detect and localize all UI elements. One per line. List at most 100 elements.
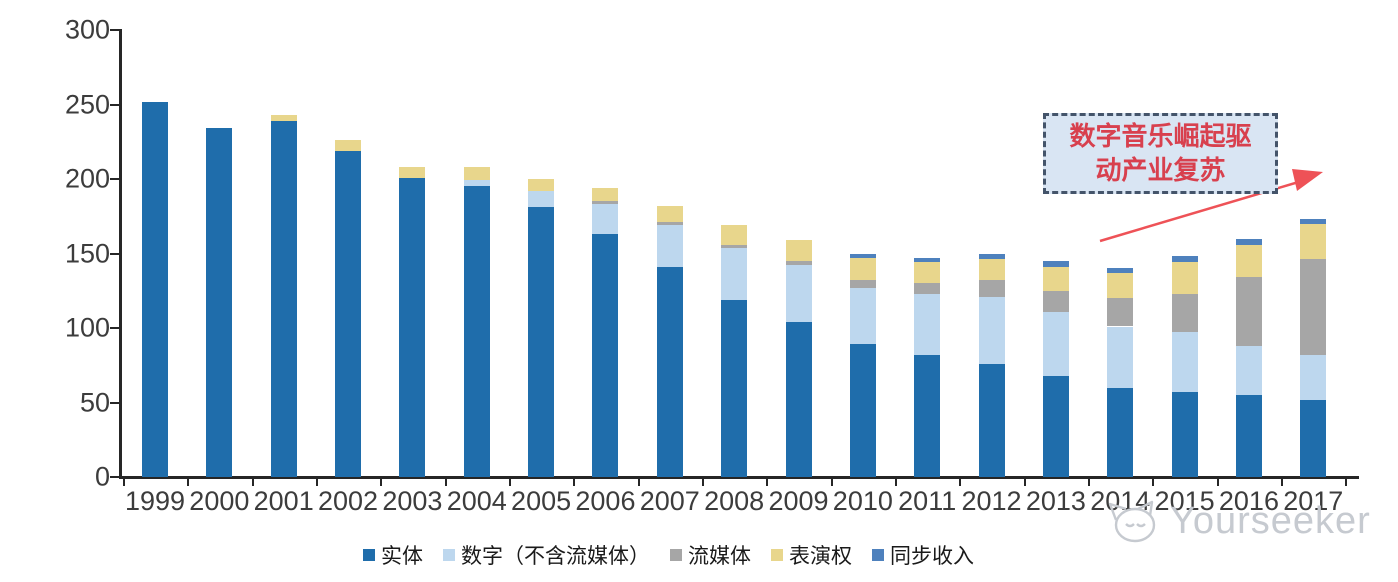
bar-segment-2005-physical xyxy=(528,207,555,477)
legend-item-digital-ex-streaming: 数字（不含流媒体） xyxy=(443,540,650,570)
x-axis-tick xyxy=(1281,479,1284,486)
x-axis-label-2014: 2014 xyxy=(1090,486,1151,516)
bar-segment-2008-physical xyxy=(721,299,748,477)
annotation-text-line1: 数字音乐崛起驱 xyxy=(1069,121,1252,151)
bar-segment-2006-streaming xyxy=(592,201,619,205)
annotation-text-line2: 动产业复苏 xyxy=(1095,155,1226,185)
x-axis-label-2011: 2011 xyxy=(898,486,957,516)
legend-label-streaming: 流媒体 xyxy=(688,544,751,568)
bar-segment-2000-physical xyxy=(206,128,233,477)
bar-segment-2012-streaming xyxy=(978,280,1005,297)
legend-label-physical: 实体 xyxy=(381,544,423,568)
bar-segment-2017-sync-revenue xyxy=(1300,219,1327,224)
bar-segment-2006-performance-rights xyxy=(592,187,619,202)
bar-segment-2013-streaming xyxy=(1042,290,1069,312)
x-axis-tick xyxy=(830,479,833,486)
bar-segment-2001-performance-rights xyxy=(270,114,297,121)
x-axis-tick xyxy=(315,479,318,486)
bar-segment-2016-physical xyxy=(1235,395,1262,477)
bar-segment-2011-physical xyxy=(914,354,941,477)
bar-segment-2005-digital-ex-streaming xyxy=(528,190,555,208)
legend-item-streaming: 流媒体 xyxy=(670,540,751,570)
bar-segment-2014-sync-revenue xyxy=(1107,268,1134,273)
bar-segment-2004-performance-rights xyxy=(463,167,490,181)
bar-segment-2007-performance-rights xyxy=(656,205,683,223)
y-axis-tick xyxy=(110,327,120,329)
bar-segment-2012-digital-ex-streaming xyxy=(978,296,1005,364)
bar-segment-2017-physical xyxy=(1300,399,1327,477)
bar-segment-2015-sync-revenue xyxy=(1171,256,1198,263)
legend-swatch-streaming xyxy=(670,549,682,561)
y-axis-line xyxy=(119,29,122,479)
y-axis-tick-label-150: 150 xyxy=(64,238,110,268)
y-axis-tick xyxy=(110,178,120,180)
bar-segment-2016-streaming xyxy=(1235,277,1262,346)
bar-segment-2004-physical xyxy=(463,186,490,477)
x-axis-line xyxy=(119,476,1359,479)
y-axis-tick xyxy=(110,252,120,255)
bar-segment-2013-digital-ex-streaming xyxy=(1042,311,1069,376)
x-axis-tick xyxy=(1088,479,1091,486)
bar-segment-2006-physical xyxy=(592,234,619,477)
bar-segment-2010-streaming xyxy=(849,280,876,288)
bar-segment-2003-performance-rights xyxy=(399,167,426,178)
bar-segment-2012-performance-rights xyxy=(978,259,1005,281)
x-axis-tick xyxy=(122,479,125,486)
y-axis-tick-label-250: 250 xyxy=(64,89,110,119)
legend-swatch-sync-revenue xyxy=(872,549,884,561)
bar-segment-2011-sync-revenue xyxy=(914,257,941,263)
bar-segment-2010-physical xyxy=(849,344,876,477)
bar-segment-2003-physical xyxy=(399,177,426,477)
bar-segment-2001-physical xyxy=(270,120,297,477)
x-axis-label-2003: 2003 xyxy=(382,486,443,516)
y-axis-tick-label-200: 200 xyxy=(64,163,110,194)
x-axis-tick xyxy=(380,479,383,486)
x-axis-label-2004: 2004 xyxy=(446,486,507,516)
x-axis-tick xyxy=(444,479,447,486)
legend-item-physical: 实体 xyxy=(363,540,423,570)
bar-segment-2012-sync-revenue xyxy=(978,253,1005,260)
bar-segment-2013-physical xyxy=(1042,375,1069,477)
x-axis-tick xyxy=(895,479,898,486)
bar-segment-2015-performance-rights xyxy=(1171,262,1198,294)
bar-segment-2009-streaming xyxy=(785,260,812,266)
x-axis-label-1999: 1999 xyxy=(124,486,186,516)
x-axis-label-2015: 2015 xyxy=(1154,486,1215,516)
legend-label-digital-ex-streaming: 数字（不含流媒体） xyxy=(461,544,650,568)
x-axis-tick xyxy=(1023,479,1026,486)
bar-segment-2007-digital-ex-streaming xyxy=(656,225,683,267)
bar-segment-2008-performance-rights xyxy=(721,225,748,245)
chart-legend: 实体 数字（不含流媒体） 流媒体 表演权 同步收入 xyxy=(363,540,974,570)
x-axis-label-2006: 2006 xyxy=(575,486,636,516)
bar-segment-2008-streaming xyxy=(721,244,748,248)
bar-segment-2008-digital-ex-streaming xyxy=(721,247,748,300)
x-axis-tick xyxy=(701,479,704,486)
x-axis-tick xyxy=(573,479,576,486)
x-axis-tick xyxy=(187,479,190,486)
legend-label-sync-revenue: 同步收入 xyxy=(890,544,974,568)
watermark-text: Yourseeker xyxy=(1170,500,1371,542)
bar-segment-2015-streaming xyxy=(1171,293,1198,333)
x-axis-tick xyxy=(637,479,640,486)
bar-segment-2011-digital-ex-streaming xyxy=(914,293,941,355)
x-axis-label-2007: 2007 xyxy=(639,486,700,516)
x-axis-label-2000: 2000 xyxy=(189,486,250,516)
bar-segment-2006-digital-ex-streaming xyxy=(592,204,619,235)
bar-segment-2017-streaming xyxy=(1300,259,1327,355)
bar-segment-2011-performance-rights xyxy=(914,262,941,284)
bar-segment-2009-performance-rights xyxy=(785,240,812,261)
x-axis-label-2013: 2013 xyxy=(1025,486,1086,516)
x-axis-label-2016: 2016 xyxy=(1218,486,1279,516)
watermark: Yourseeker xyxy=(1106,500,1371,544)
y-axis-tick xyxy=(110,401,120,404)
bar-segment-2014-digital-ex-streaming xyxy=(1107,326,1134,388)
legend-item-sync-revenue: 同步收入 xyxy=(872,540,974,570)
legend-item-performance-rights: 表演权 xyxy=(771,540,852,570)
bar-segment-2014-streaming xyxy=(1107,298,1134,327)
legend-swatch-digital-ex-streaming xyxy=(443,549,455,561)
legend-swatch-performance-rights xyxy=(771,549,783,561)
y-axis-tick-label-50: 50 xyxy=(79,387,110,417)
cat-logo-icon xyxy=(1108,500,1156,543)
bar-segment-2013-sync-revenue xyxy=(1042,260,1069,267)
